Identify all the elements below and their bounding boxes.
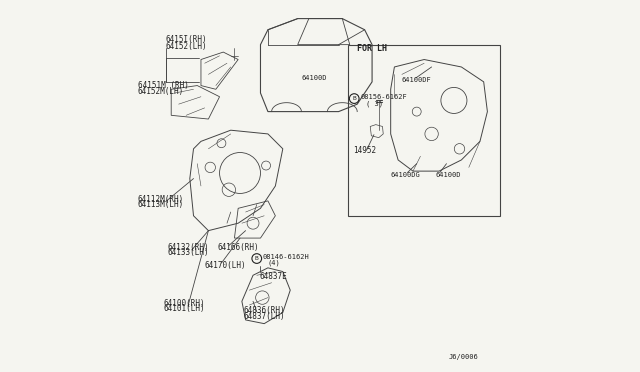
Text: 64100D: 64100D (435, 172, 461, 178)
Text: 64100(RH): 64100(RH) (164, 299, 205, 308)
Text: FOR LH: FOR LH (357, 44, 387, 53)
Text: 64166(RH): 64166(RH) (218, 243, 259, 252)
Text: 08146-6162H: 08146-6162H (262, 254, 309, 260)
Text: 64100DG: 64100DG (390, 172, 420, 178)
Text: 64132(RH): 64132(RH) (168, 243, 209, 252)
Text: 64151M (RH): 64151M (RH) (138, 81, 189, 90)
Text: 64837(LH): 64837(LH) (244, 312, 285, 321)
Text: 64100DF: 64100DF (402, 77, 431, 83)
Text: 64152M(LH): 64152M(LH) (138, 87, 184, 96)
Text: ( 3): ( 3) (367, 100, 383, 107)
Text: 64152(LH): 64152(LH) (166, 42, 207, 51)
Text: (4): (4) (268, 259, 281, 266)
Text: 6415I(RH): 6415I(RH) (166, 35, 207, 44)
Text: 64170(LH): 64170(LH) (205, 262, 246, 270)
Text: B: B (353, 96, 356, 101)
Text: 64113M(LH): 64113M(LH) (138, 200, 184, 209)
Text: B: B (255, 256, 259, 261)
Text: 64101(LH): 64101(LH) (164, 304, 205, 313)
Text: 64837E: 64837E (260, 272, 287, 280)
Text: 64836(RH): 64836(RH) (244, 306, 285, 315)
Text: 64112M(RH): 64112M(RH) (138, 195, 184, 203)
Text: 64133(LH): 64133(LH) (168, 248, 209, 257)
Text: J6/0006: J6/0006 (449, 354, 478, 360)
Text: 08156-6162F: 08156-6162F (360, 94, 407, 100)
Text: 64100D: 64100D (301, 75, 327, 81)
Text: 14952: 14952 (353, 146, 376, 155)
